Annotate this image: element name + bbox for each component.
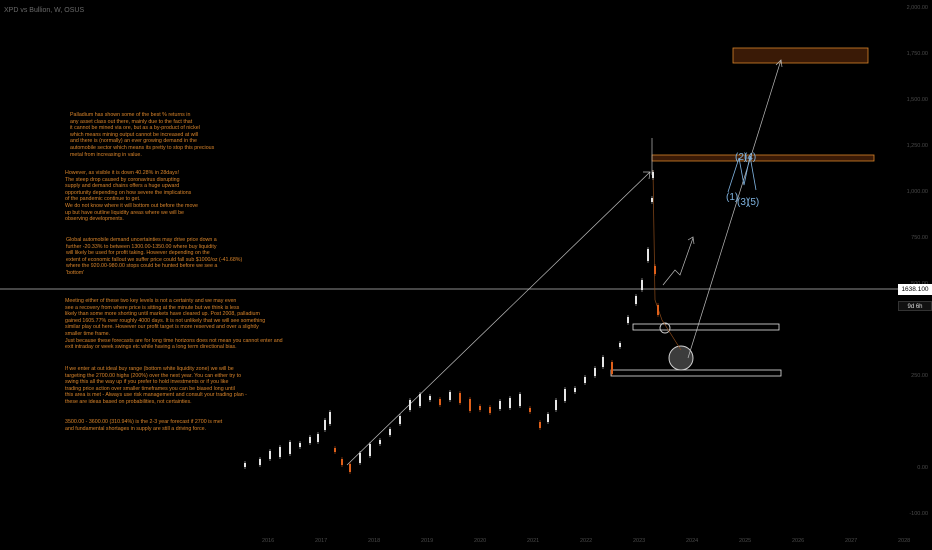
liquidity-zone-lower bbox=[610, 369, 782, 377]
candle-body bbox=[269, 451, 271, 459]
candle-body bbox=[349, 464, 351, 472]
candle-body bbox=[555, 400, 557, 410]
candle-body bbox=[652, 172, 654, 178]
candle-body bbox=[654, 266, 656, 274]
candle-body bbox=[602, 357, 604, 367]
candle-body bbox=[449, 392, 451, 400]
liquidity-circle-small bbox=[659, 322, 671, 334]
note-drop: However, as visible it is down 40.28% in… bbox=[65, 170, 198, 223]
candle-body bbox=[299, 443, 301, 447]
x-tick-label: 2023 bbox=[633, 538, 646, 544]
candle-body bbox=[329, 412, 331, 424]
projection-arrow bbox=[687, 59, 782, 359]
wave-label-5: (5) bbox=[747, 197, 759, 208]
candle-body bbox=[641, 280, 643, 290]
y-tick-label: 2,000.00 bbox=[906, 5, 928, 11]
candle-body bbox=[369, 444, 371, 456]
y-tick-label: 1,250.00 bbox=[906, 143, 928, 149]
candle-body bbox=[289, 442, 291, 454]
x-tick-label: 2024 bbox=[686, 538, 699, 544]
candle-body bbox=[539, 422, 541, 428]
x-tick-label: 2018 bbox=[368, 538, 381, 544]
candle-body bbox=[574, 388, 576, 392]
candle-body bbox=[529, 408, 531, 412]
candle-series bbox=[244, 170, 659, 474]
candle-body bbox=[419, 394, 421, 406]
x-tick-label: 2028 bbox=[898, 538, 911, 544]
candle-body bbox=[324, 420, 326, 430]
candle-body bbox=[509, 398, 511, 408]
candle-body bbox=[459, 393, 461, 403]
candle-body bbox=[499, 401, 501, 409]
candle-body bbox=[635, 296, 637, 304]
note-levels: Meeting either of these two key levels i… bbox=[65, 298, 283, 351]
current-price-badge: 1638.100 bbox=[898, 284, 932, 295]
recovery-arrow-small bbox=[662, 237, 694, 286]
candle-body bbox=[489, 407, 491, 413]
y-tick-label: 1,500.00 bbox=[906, 97, 928, 103]
x-tick-label: 2020 bbox=[474, 538, 487, 544]
candle-body bbox=[519, 394, 521, 406]
candle-body bbox=[657, 305, 659, 315]
y-tick-label: 1,750.00 bbox=[906, 51, 928, 57]
y-tick-label: -100.00 bbox=[909, 511, 928, 517]
candle-body bbox=[244, 463, 246, 467]
x-tick-label: 2022 bbox=[580, 538, 593, 544]
y-tick-label: 750.00 bbox=[911, 235, 928, 241]
candle-body bbox=[469, 399, 471, 411]
candle-body bbox=[651, 198, 653, 202]
candle-body bbox=[647, 249, 649, 261]
elliott-wave-path bbox=[727, 155, 757, 193]
candle-body bbox=[409, 400, 411, 410]
y-tick-label: 0.00 bbox=[917, 465, 928, 471]
candle-body bbox=[439, 399, 441, 405]
price-axis[interactable]: 2,000.00 1,750.00 1,500.00 1,250.00 1,000.00… bbox=[898, 0, 932, 530]
candle-body bbox=[379, 440, 381, 444]
x-tick-label: 2017 bbox=[315, 538, 328, 544]
candle-body bbox=[317, 434, 319, 442]
target-zone-2700 bbox=[651, 154, 875, 162]
note-global: Global automobile demand uncertainties m… bbox=[66, 237, 243, 276]
trend-arrow-line bbox=[346, 171, 651, 466]
wave-label-4: (4) bbox=[744, 152, 756, 163]
candle-body bbox=[334, 448, 336, 452]
candle-body bbox=[619, 343, 621, 347]
candle-body bbox=[584, 377, 586, 383]
x-tick-label: 2019 bbox=[421, 538, 434, 544]
candle-body bbox=[279, 447, 281, 457]
candle-body bbox=[309, 437, 311, 443]
candle-body bbox=[594, 368, 596, 376]
note-intro: Palladium has shown some of the best % r… bbox=[70, 112, 215, 158]
wave-label-1: (1) bbox=[726, 192, 738, 203]
x-tick-label: 2021 bbox=[527, 538, 540, 544]
x-tick-label: 2016 bbox=[262, 538, 275, 544]
target-zone-top bbox=[732, 47, 869, 64]
bar-countdown-badge: 9d 6h bbox=[898, 301, 932, 311]
note-forecast: 3500.00 - 3600.00 (310.94%) is the 2-3 y… bbox=[65, 419, 223, 432]
y-tick-label: 250.00 bbox=[911, 373, 928, 379]
candle-body bbox=[429, 396, 431, 400]
candle-body bbox=[399, 416, 401, 424]
liquidity-zone-upper bbox=[632, 323, 780, 331]
candle-body bbox=[611, 362, 613, 374]
candle-body bbox=[547, 414, 549, 422]
candle-body bbox=[341, 459, 343, 465]
chart-title: XPD vs Bullion, W, OSUS bbox=[4, 7, 85, 14]
candle-body bbox=[564, 389, 566, 401]
candle-body bbox=[359, 453, 361, 463]
liquidity-circle-large bbox=[668, 345, 694, 371]
candle-body bbox=[627, 317, 629, 323]
wave-label-2: (2) bbox=[735, 152, 747, 163]
y-tick-label: 1,000.00 bbox=[906, 189, 928, 195]
x-tick-label: 2025 bbox=[739, 538, 752, 544]
x-tick-label: 2027 bbox=[845, 538, 858, 544]
note-targets: If we enter at out ideal buy range (bott… bbox=[65, 366, 247, 405]
candle-body bbox=[389, 429, 391, 435]
candle-body bbox=[479, 406, 481, 410]
candle-body bbox=[259, 459, 261, 465]
wave-label-3: (3) bbox=[737, 197, 749, 208]
x-tick-label: 2026 bbox=[792, 538, 805, 544]
